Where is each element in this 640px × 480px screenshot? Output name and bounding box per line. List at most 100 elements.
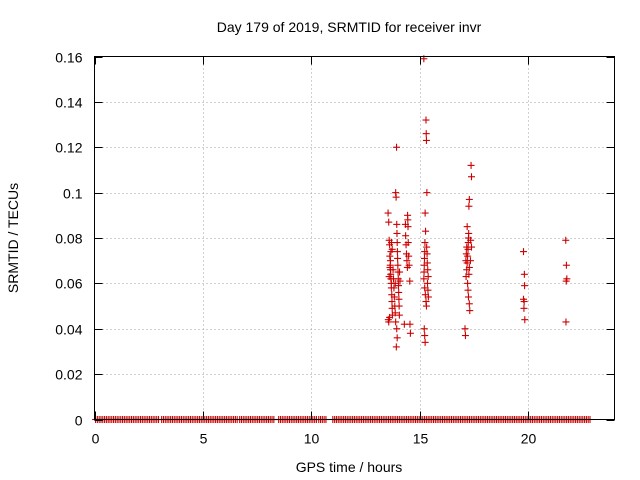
y-tick-label: 0.06 <box>55 276 82 292</box>
data-point <box>424 293 432 301</box>
data-point <box>562 277 570 285</box>
x-axis-label: GPS time / hours <box>296 459 403 475</box>
data-point <box>420 325 428 333</box>
axis-ticks <box>94 56 615 421</box>
data-point <box>464 279 472 287</box>
data-point <box>420 268 428 276</box>
x-tick-label: 5 <box>200 431 208 447</box>
data-point <box>385 218 393 226</box>
tick-labels: 0 0.02 0.04 0.06 0.08 0.1 0.12 0.14 0.16 0 5 10 15 20 <box>55 50 536 447</box>
data-point <box>424 266 432 274</box>
data-point <box>521 316 529 324</box>
data-point <box>562 261 570 269</box>
data-point <box>392 343 400 351</box>
data-point <box>394 261 402 269</box>
data-points <box>92 55 594 423</box>
data-point <box>520 298 528 306</box>
data-point <box>391 279 399 287</box>
x-tick-label: 20 <box>521 431 537 447</box>
y-tick-label: 0.16 <box>55 50 82 66</box>
data-point <box>424 273 432 281</box>
data-point <box>468 173 475 181</box>
chart-title: Day 179 of 2019, SRMTID for receiver inv… <box>217 19 482 35</box>
data-point <box>521 282 529 290</box>
data-point <box>422 130 430 138</box>
data-point <box>422 136 430 144</box>
data-point <box>385 318 393 326</box>
data-point <box>465 195 473 203</box>
data-point <box>389 266 397 274</box>
data-point <box>393 239 401 247</box>
y-axis-label: SRMTID / TECUs <box>5 183 21 293</box>
data-point <box>402 232 410 240</box>
data-point <box>465 202 473 210</box>
data-point <box>464 293 472 301</box>
data-point <box>461 332 469 340</box>
y-tick-label: 0.1 <box>63 186 83 202</box>
data-point <box>422 227 430 235</box>
data-point <box>421 332 429 340</box>
data-point <box>388 245 396 253</box>
data-point <box>405 252 413 260</box>
data-point <box>390 284 398 292</box>
data-point <box>405 261 413 269</box>
data-point <box>424 286 432 294</box>
data-point <box>393 334 401 342</box>
data-point <box>404 223 412 231</box>
data-point <box>395 295 403 303</box>
data-point <box>466 307 474 315</box>
data-point <box>423 243 431 251</box>
data-point <box>462 250 470 258</box>
data-point <box>420 254 428 262</box>
y-tick-label: 0.04 <box>55 322 82 338</box>
data-point <box>393 143 401 151</box>
data-point <box>393 220 401 228</box>
x-tick-label: 0 <box>92 431 100 447</box>
data-point <box>395 288 403 296</box>
data-point <box>396 277 404 285</box>
data-point <box>423 259 431 267</box>
data-point <box>406 277 414 285</box>
data-point <box>424 279 432 287</box>
data-point <box>393 248 401 256</box>
data-point <box>390 293 398 301</box>
data-point <box>520 248 527 256</box>
data-point <box>465 263 473 271</box>
data-point <box>403 257 411 265</box>
data-point <box>465 270 473 278</box>
data-point <box>467 236 475 244</box>
data-point <box>423 250 431 258</box>
data-point <box>520 270 528 278</box>
data-point <box>463 223 471 231</box>
data-point <box>388 298 396 306</box>
data-point <box>466 257 474 265</box>
data-point <box>385 273 393 281</box>
y-tick-label: 0.08 <box>55 231 82 247</box>
data-point <box>396 268 404 276</box>
data-point <box>465 300 473 308</box>
x-tick-label: 15 <box>413 431 429 447</box>
y-tick-label: 0.12 <box>55 140 82 156</box>
data-point <box>421 338 429 346</box>
data-point <box>404 216 412 224</box>
data-point <box>393 325 401 333</box>
data-point <box>386 252 394 260</box>
y-tick-label: 0 <box>75 413 83 429</box>
data-point <box>465 229 473 237</box>
data-point <box>393 229 401 237</box>
data-point <box>395 302 403 310</box>
y-tick-label: 0.02 <box>55 367 82 383</box>
data-point <box>391 309 399 317</box>
data-point <box>406 329 414 337</box>
data-point <box>394 254 402 262</box>
data-point <box>423 189 431 197</box>
data-point <box>406 320 414 328</box>
data-point <box>468 243 475 251</box>
data-point <box>421 239 429 247</box>
data-point <box>422 302 430 310</box>
data-point <box>520 304 528 312</box>
data-point <box>461 325 469 333</box>
data-point <box>384 209 392 217</box>
y-tick-label: 0.14 <box>55 95 82 111</box>
